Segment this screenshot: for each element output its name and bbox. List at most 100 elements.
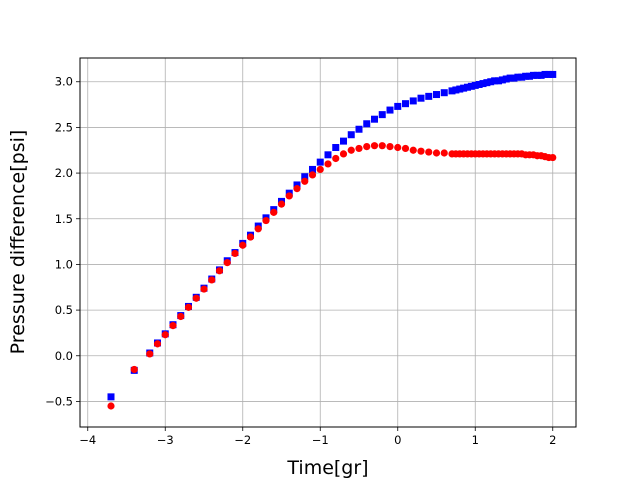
circle-marker [254,225,262,233]
circle-marker [239,241,247,249]
square-marker [498,76,506,84]
square-marker [491,77,499,85]
x-tick-label: −4 [79,433,96,447]
circle-marker [130,365,138,374]
square-marker [433,91,440,99]
x-tick-label: −2 [234,433,251,447]
y-axis-label: Pressure difference[psi] [7,130,29,355]
square-marker [425,92,433,100]
square-marker [347,131,355,139]
square-marker [506,74,514,82]
circle-marker [339,150,348,158]
square-marker [378,111,386,119]
circle-marker [308,171,317,179]
square-marker [526,72,533,80]
circle-marker [355,144,363,153]
square-marker [448,87,456,95]
circle-marker [363,142,371,151]
square-marker [440,89,448,97]
y-tick-label: 0.0 [55,349,73,363]
circle-marker [316,165,324,174]
square-marker [483,79,491,87]
x-tick-label: 0 [394,433,401,447]
square-marker [502,75,510,83]
square-marker [479,80,487,88]
x-axis-label: Time[gr] [286,457,368,479]
circle-marker [161,331,169,339]
square-marker [402,100,409,108]
square-marker [467,82,475,90]
square-marker [487,78,495,86]
circle-marker [270,208,278,216]
square-marker [417,94,425,102]
circle-marker [425,148,433,156]
circle-marker [378,142,386,150]
square-marker [537,71,545,79]
y-tick-label: 1.5 [55,212,73,226]
square-marker [475,80,483,88]
square-marker [332,144,340,152]
square-marker [309,165,316,173]
circle-marker [370,142,379,150]
circle-marker [401,144,410,153]
circle-marker [208,276,216,284]
x-tick-label: −1 [312,433,329,447]
square-marker [363,120,371,128]
y-tick-label: 2.0 [55,166,73,180]
square-marker [541,70,549,78]
square-marker [529,71,537,79]
circle-marker [417,147,425,155]
y-tick-label: 3.0 [55,75,73,89]
square-marker [456,85,464,93]
plot-frame [79,57,577,428]
x-tick-label: 1 [472,433,479,447]
x-tick-label: −3 [157,433,174,447]
circle-marker [231,249,239,258]
circle-marker [246,233,255,241]
circle-marker [223,258,231,267]
square-marker [394,102,402,110]
square-marker [495,77,502,85]
circle-marker [293,185,301,193]
circle-marker [549,153,557,162]
circle-marker [386,142,394,151]
y-tick-label: 0.5 [55,303,73,317]
circle-marker [332,154,340,163]
x-tick-label: 2 [549,433,556,447]
square-marker [293,181,301,189]
square-marker [301,173,309,181]
square-marker [518,73,526,81]
circle-marker [409,146,417,154]
square-marker [533,71,541,79]
circle-marker [394,143,402,152]
circle-marker [146,350,154,358]
square-marker [510,74,518,82]
square-marker [549,70,557,78]
y-tick-label: −0.5 [45,394,73,408]
circle-marker [192,294,200,302]
square-marker [460,84,468,92]
plot-area [80,58,576,427]
circle-marker [285,192,293,200]
square-marker [107,393,115,401]
circle-marker [432,149,441,157]
circle-marker [440,149,448,157]
grid-lines [80,58,576,427]
square-marker [355,125,363,133]
square-marker [386,106,394,114]
square-marker [545,70,553,78]
square-marker [316,158,324,166]
circle-marker [177,312,185,321]
circle-marker [169,322,177,330]
circle-marker [262,216,270,225]
square-marker [464,83,471,91]
square-marker [371,115,378,123]
circle-marker [184,303,193,311]
axis-ticks: −4 −3 −2 −1 0 1 2 −0.5 0.0 0.5 1.0 1.5 2.0 2.5 3.0 [45,75,556,447]
square-marker [522,72,530,80]
square-marker [471,81,479,89]
square-marker [324,151,332,159]
square-marker [514,73,522,81]
square-marker [452,86,460,94]
